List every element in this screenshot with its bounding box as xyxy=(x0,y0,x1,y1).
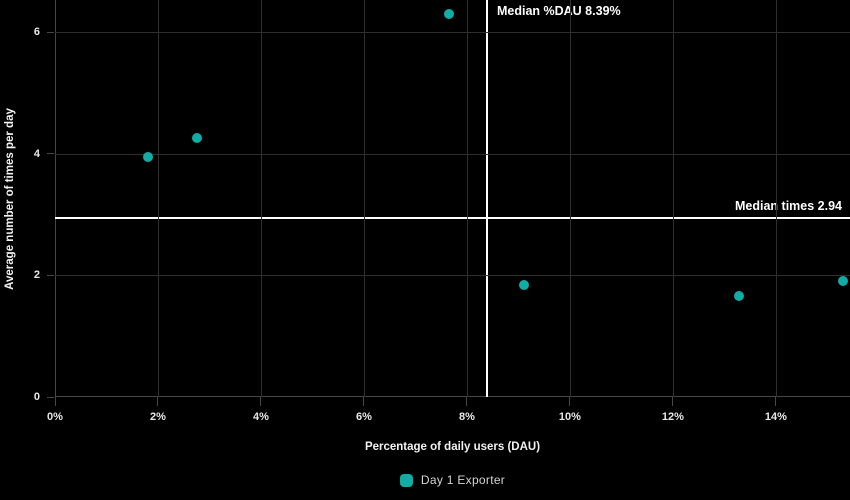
x-tick-label: 4% xyxy=(253,411,269,423)
x-tick-mark xyxy=(363,397,365,406)
y-axis-line xyxy=(55,0,56,397)
data-point[interactable] xyxy=(143,151,154,162)
y-tick-label: 4 xyxy=(33,147,40,160)
x-gridline xyxy=(672,0,674,397)
median-times-label: Median times 2.94 xyxy=(735,199,842,214)
y-gridline xyxy=(55,153,850,155)
median-dau-label: Median %DAU 8.39% xyxy=(496,4,621,18)
x-axis-title: Percentage of daily users (DAU) xyxy=(364,441,541,453)
y-tick-mark xyxy=(47,153,54,155)
x-tick-label: 2% xyxy=(150,411,166,423)
x-tick-mark xyxy=(672,397,674,406)
x-tick-mark xyxy=(466,397,468,406)
x-tick-mark xyxy=(569,397,571,406)
data-point[interactable] xyxy=(837,276,848,287)
x-tick-mark xyxy=(157,397,159,406)
x-gridline xyxy=(775,0,777,397)
legend: Day 1 Exporter xyxy=(55,473,850,487)
x-gridline xyxy=(569,0,571,397)
y-tick-mark xyxy=(47,31,54,33)
legend-swatch-icon xyxy=(399,473,413,487)
x-axis-line xyxy=(55,396,850,397)
x-gridline xyxy=(363,0,365,397)
data-point[interactable] xyxy=(733,291,744,302)
x-tick-label: 14% xyxy=(764,411,787,423)
legend-item-day-1-exporter[interactable]: Day 1 Exporter xyxy=(399,473,506,487)
y-gridline xyxy=(55,275,850,277)
x-tick-label: 0% xyxy=(47,411,63,423)
y-axis-title: Average number of times per day xyxy=(4,107,16,290)
x-tick-label: 6% xyxy=(355,411,372,423)
median-dau-line xyxy=(485,0,488,397)
y-gridline xyxy=(55,32,850,34)
y-tick-label: 6 xyxy=(33,26,40,39)
data-point[interactable] xyxy=(443,8,454,19)
data-point[interactable] xyxy=(192,133,203,143)
y-tick-mark xyxy=(47,274,54,276)
data-point[interactable] xyxy=(519,279,530,290)
x-tick-mark xyxy=(775,397,777,406)
x-tick-mark xyxy=(260,397,262,406)
x-gridline xyxy=(466,0,468,397)
y-tick-label: 2 xyxy=(33,269,40,282)
y-tick-label: 0 xyxy=(33,391,40,403)
median-times-line xyxy=(55,217,850,220)
y-tick-mark xyxy=(47,396,54,398)
x-tick-label: 8% xyxy=(458,411,475,423)
x-gridline xyxy=(260,0,262,397)
x-tick-mark xyxy=(54,397,56,406)
x-gridline xyxy=(157,0,159,397)
x-tick-label: 12% xyxy=(661,411,684,423)
y-axis-title-wrap: Average number of times per day xyxy=(2,0,18,397)
plot-area: Median %DAU 8.39% Median times 2.94 0% 2%… xyxy=(34,0,850,423)
x-tick-label: 10% xyxy=(558,411,581,423)
legend-label: Day 1 Exporter xyxy=(420,473,506,487)
